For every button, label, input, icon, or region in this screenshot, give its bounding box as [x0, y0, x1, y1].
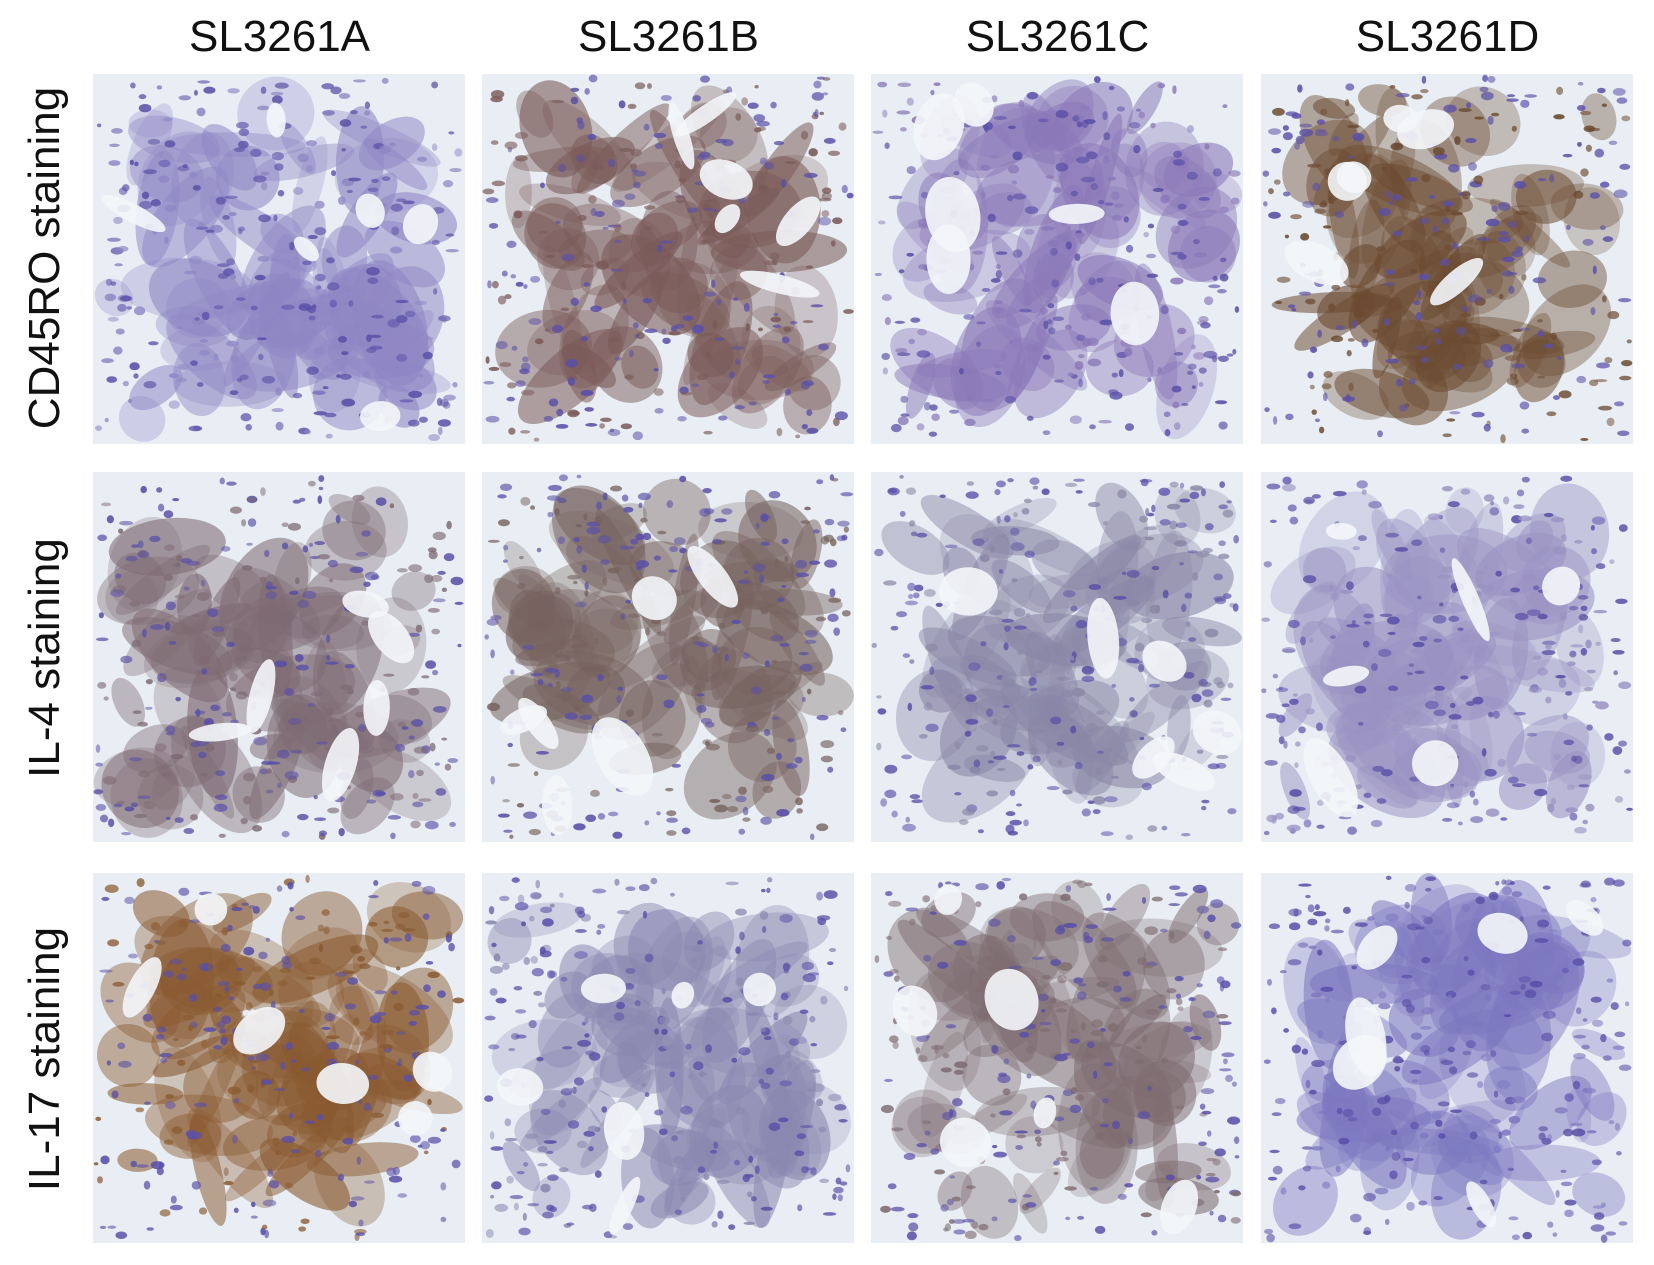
column-label-c: SL3261C	[965, 12, 1150, 61]
micrograph-il-4-sl3261c	[871, 472, 1243, 842]
row-label-cd45ro: CD45RO staining	[20, 86, 69, 430]
micrograph-cd45ro-sl3261d	[1261, 74, 1633, 444]
micrograph-il-17-sl3261c	[871, 873, 1243, 1243]
column-label-d: SL3261D	[1355, 12, 1540, 61]
micrograph-il-17-sl3261a	[93, 873, 465, 1243]
column-label-b: SL3261B	[577, 12, 760, 61]
micrograph-il-4-sl3261b	[482, 472, 854, 842]
micrograph-cd45ro-sl3261a	[93, 74, 465, 444]
micrograph-il-17-sl3261b	[482, 873, 854, 1243]
micrograph-il-4-sl3261d	[1261, 472, 1633, 842]
column-label-a: SL3261A	[188, 12, 371, 61]
micrograph-cd45ro-sl3261b	[482, 74, 854, 444]
row-label-il4: IL-4 staining	[20, 538, 69, 778]
micrograph-cd45ro-sl3261c	[871, 74, 1243, 444]
row-label-il17: IL-17 staining	[20, 926, 69, 1192]
micrograph-il-17-sl3261d	[1261, 873, 1633, 1243]
micrograph-il-4-sl3261a	[93, 472, 465, 842]
